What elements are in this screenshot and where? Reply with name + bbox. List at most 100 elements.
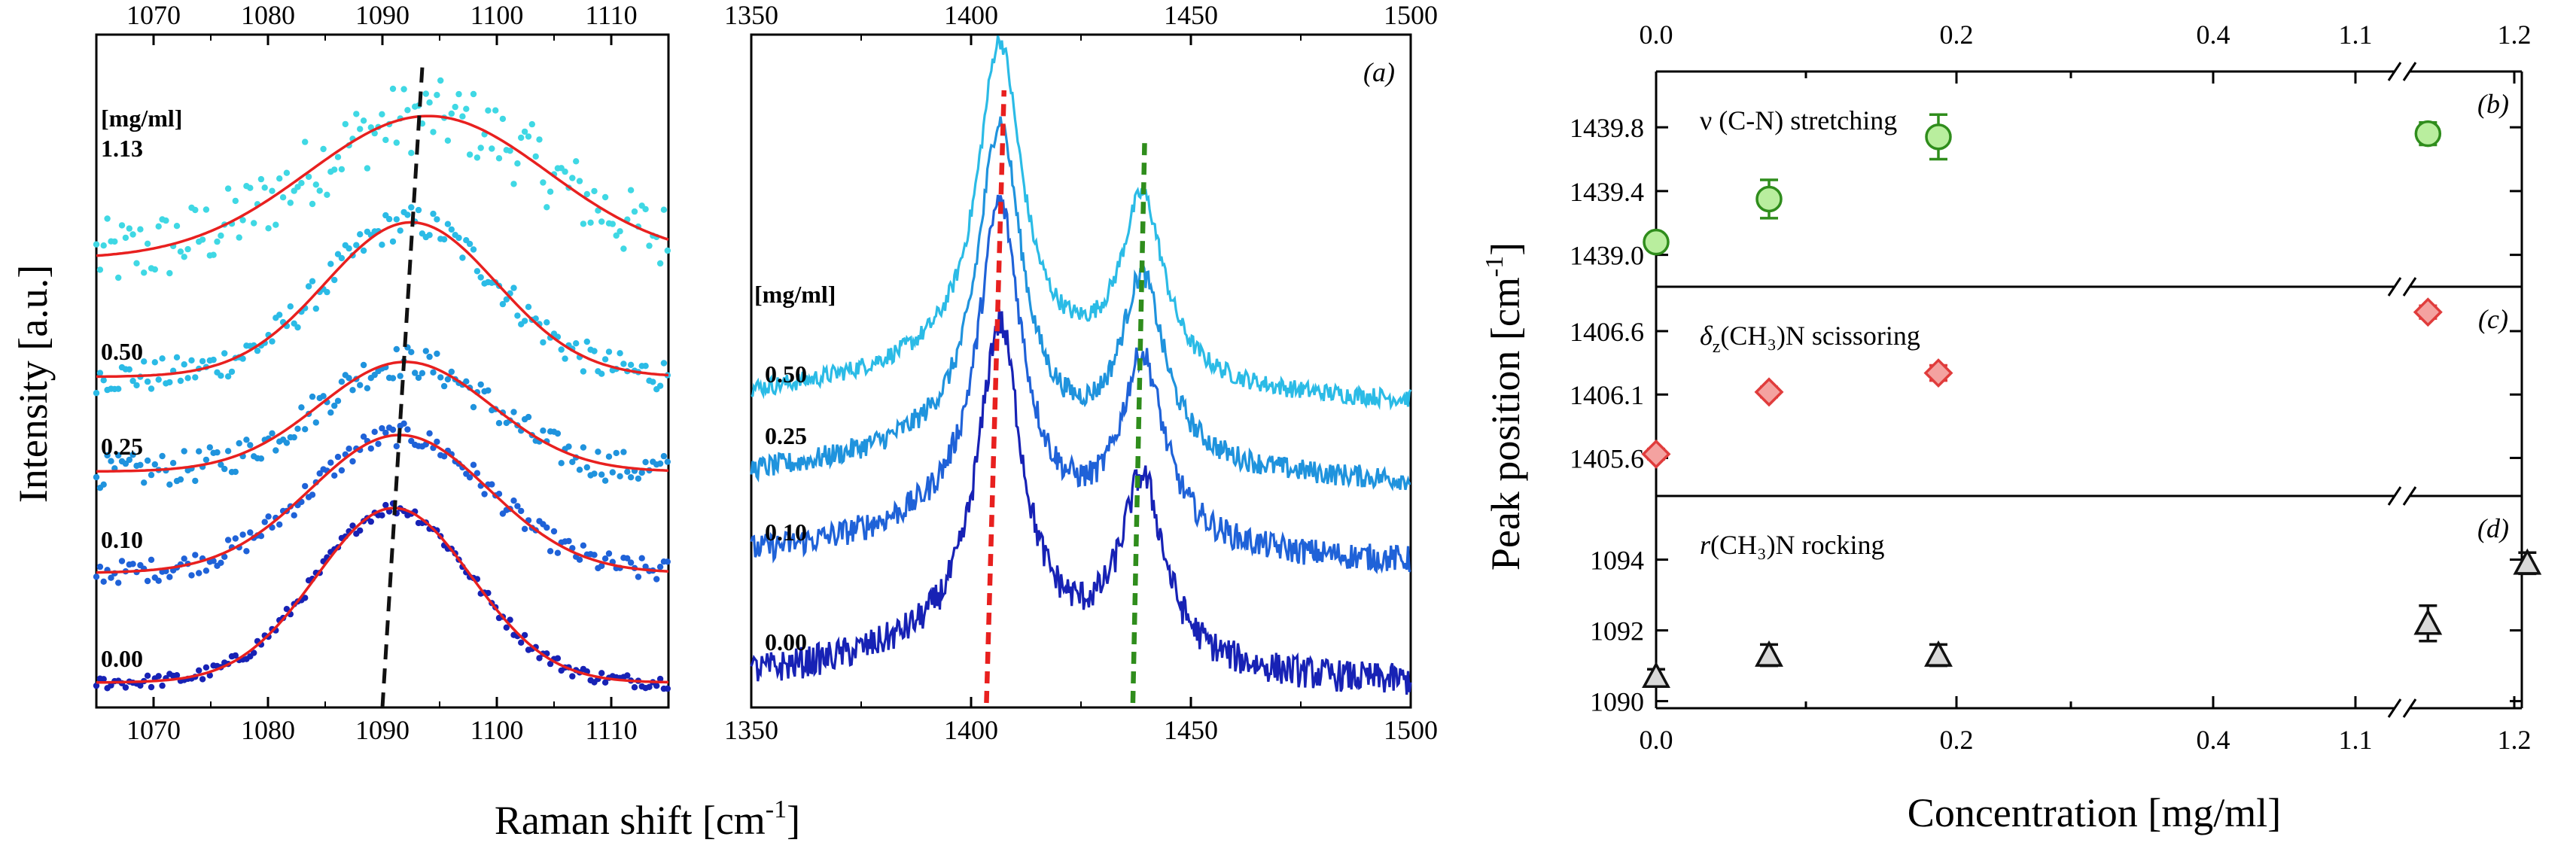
data-point [232, 197, 239, 205]
data-point [448, 226, 455, 233]
data-point [254, 347, 261, 354]
axis-break-mark [2402, 486, 2417, 506]
data-point [404, 426, 411, 433]
data-point [642, 363, 649, 370]
data-point [273, 221, 279, 228]
data-point [367, 445, 374, 452]
data-point [598, 471, 605, 478]
y-tick-label: 1439.8 [1570, 113, 1644, 143]
data-point [382, 501, 389, 509]
data-point [155, 223, 162, 230]
series-0.50 [93, 204, 671, 397]
data-point [144, 378, 151, 385]
data-point [375, 440, 382, 447]
data-point [562, 168, 568, 175]
spectrum-0.50 [751, 35, 1412, 411]
data-point [247, 529, 254, 536]
data-point [177, 248, 184, 255]
data-point [499, 300, 507, 308]
data-point [331, 472, 338, 479]
data-point [642, 563, 649, 570]
data-point [338, 166, 346, 173]
x-tick-label: 1.1 [2339, 725, 2373, 755]
data-point [192, 477, 199, 485]
data-point [334, 154, 342, 160]
data-point [393, 345, 400, 353]
panel-label: (b) [2477, 89, 2509, 119]
data-point [503, 296, 510, 303]
data-point [664, 558, 671, 565]
data-point [554, 549, 562, 556]
data-point [627, 361, 635, 368]
data-point [466, 151, 473, 158]
data-point [327, 409, 334, 416]
y-axis-label-intensity: Intensity [a.u.] [11, 265, 56, 503]
data-point [434, 438, 440, 446]
y-tick-label: 1406.1 [1570, 380, 1644, 410]
data-point [415, 374, 422, 382]
data-point [408, 348, 415, 355]
data-point [569, 673, 576, 680]
band-label: ν (C-N) stretching [1700, 105, 1897, 135]
data-point [477, 274, 484, 281]
data-point [196, 667, 202, 674]
data-point [155, 376, 162, 383]
data-point [309, 200, 316, 208]
data-point [364, 385, 371, 391]
data-point [137, 682, 144, 689]
data-point [108, 682, 114, 689]
data-point [327, 260, 334, 267]
data-point [148, 683, 155, 691]
data-point [294, 425, 301, 432]
x-tick-label: 1500 [1384, 715, 1438, 745]
data-point [583, 338, 590, 345]
data-point [269, 430, 276, 437]
data-point [126, 366, 132, 373]
data-point [653, 683, 660, 689]
data-point [507, 616, 513, 623]
data-point [360, 434, 367, 440]
data-point [385, 215, 393, 223]
data-point [627, 187, 635, 193]
data-point [489, 481, 495, 488]
data-point [360, 247, 367, 254]
data-point [601, 193, 609, 201]
data-point [455, 90, 462, 98]
data-point [108, 458, 114, 464]
data-point [298, 404, 305, 411]
data-point [554, 655, 562, 662]
x-tick-label-top: 1500 [1384, 0, 1438, 30]
data-point [302, 482, 309, 490]
data-point [291, 434, 297, 441]
data-point [525, 303, 532, 310]
data-point [192, 552, 199, 558]
data-point [221, 553, 228, 560]
data-point [360, 117, 367, 124]
data-point [554, 430, 562, 437]
data-point [104, 452, 111, 459]
data-point [269, 338, 276, 345]
x-tick-label-top: 1350 [724, 0, 778, 30]
data-point [269, 187, 276, 194]
subpanel-b: 1439.0 1439.4 1439.8 (b) ν (C-N) stretching [1570, 89, 2522, 271]
data-point [1924, 640, 1953, 667]
band-label: r(CH₃)N rocking [1700, 530, 1885, 560]
data-point [485, 387, 492, 394]
data-point [287, 199, 294, 206]
data-point [126, 456, 132, 464]
data-point [100, 676, 107, 683]
y-tick-label: 1406.6 [1570, 317, 1644, 347]
data-point [576, 178, 583, 184]
data-point [129, 452, 136, 458]
x-tick-label: 0.4 [2197, 725, 2230, 755]
data-point [635, 573, 642, 580]
band-label: δz(CH₃)N scissoring [1700, 321, 1920, 357]
data-point [346, 245, 352, 252]
data-point [426, 99, 433, 106]
data-point [144, 240, 151, 247]
legend-title: [mg/ml] [754, 281, 836, 308]
conc-label: 0.25 [765, 422, 807, 449]
data-point [367, 518, 374, 525]
data-point [1643, 228, 1670, 256]
data-point [214, 238, 221, 245]
